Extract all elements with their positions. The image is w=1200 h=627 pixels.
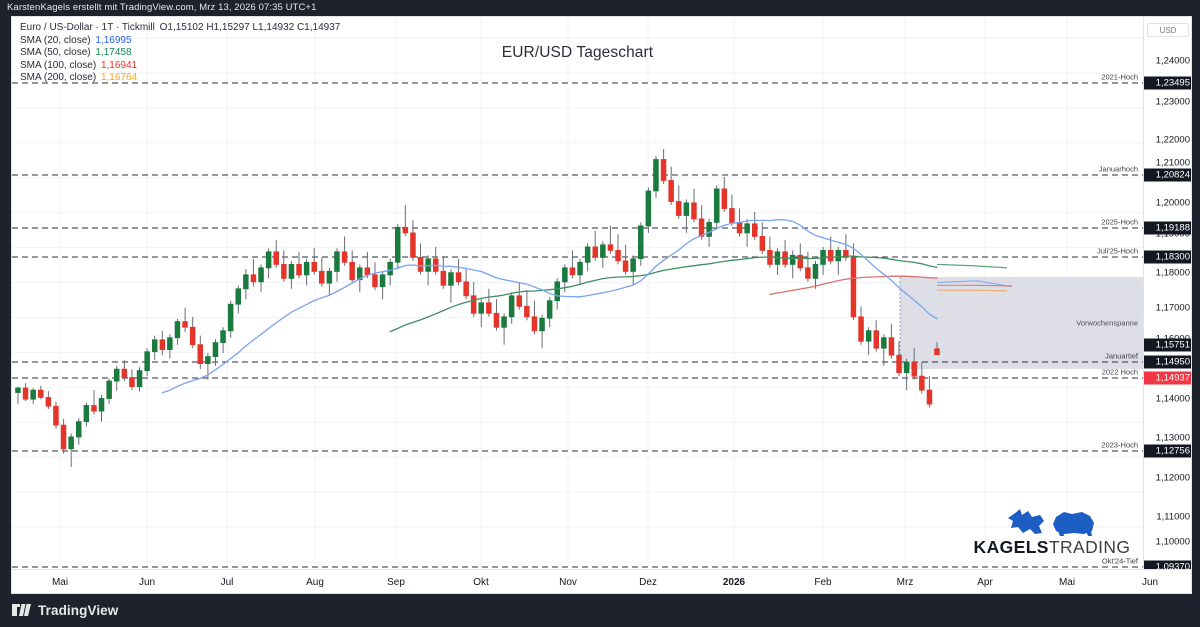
price-level-badge[interactable]: 1,23495 xyxy=(1144,76,1191,90)
price-tick: 1,14000 xyxy=(1155,393,1190,405)
price-level-badge[interactable]: 1,18300 xyxy=(1144,250,1191,264)
time-tick: Jul xyxy=(220,577,234,588)
watermark-brand-light: TRADING xyxy=(1048,537,1131,557)
chart-plot-area[interactable] xyxy=(12,17,1143,569)
time-tick: Aug xyxy=(306,577,324,588)
attribution-bar: KarstenKagels erstellt mit TradingView.c… xyxy=(0,0,1200,16)
time-tick: Sep xyxy=(387,577,405,588)
price-tick: 1,21000 xyxy=(1155,157,1190,169)
chart-container: Euro / US-Dollar · 1T · Tickmill O1,1510… xyxy=(11,16,1192,594)
legend-ohlc: O1,15102 H1,15297 L1,14932 C1,14937 xyxy=(159,22,341,33)
time-tick: Mrz xyxy=(896,577,914,588)
price-level-badge[interactable]: 1,12756 xyxy=(1144,444,1191,458)
legend-sma50-row[interactable]: SMA (50, close) 1,17458 xyxy=(20,47,340,60)
price-level-badge[interactable]: 1,14950 xyxy=(1144,355,1191,369)
price-tick: 1,23000 xyxy=(1155,96,1190,108)
price-level-badge[interactable]: 1,20824 xyxy=(1144,168,1191,182)
legend-sma100-label: SMA (100, close) xyxy=(20,59,97,71)
legend-sma50-label: SMA (50, close) xyxy=(20,47,91,59)
tradingview-logo-icon xyxy=(12,604,31,616)
time-tick: Dez xyxy=(639,577,657,588)
price-tick: 1,18000 xyxy=(1155,267,1190,279)
time-tick: Okt xyxy=(473,577,489,588)
legend-sma200-label: SMA (200, close) xyxy=(20,72,97,84)
tradingview-footer: TradingView xyxy=(0,594,1200,627)
level-label-januarhoch: Januarhoch xyxy=(1098,164,1138,174)
legend-instrument-row[interactable]: Euro / US-Dollar · 1T · Tickmill O1,1510… xyxy=(20,22,340,35)
legend-sma50-value: 1,17458 xyxy=(95,47,132,59)
legend-sma200-value: 1,16764 xyxy=(100,72,138,84)
level-label-2021-hoch: 2021-Hoch xyxy=(1101,72,1138,82)
legend-sma100-row[interactable]: SMA (100, close) 1,16941 xyxy=(20,60,340,73)
chart-legend: Euro / US-Dollar · 1T · Tickmill O1,1510… xyxy=(20,22,340,85)
tradingview-brand: TradingView xyxy=(38,603,119,618)
legend-sma20-label: SMA (20, close) xyxy=(20,34,91,46)
legend-instrument: Euro / US-Dollar · 1T · Tickmill xyxy=(20,22,155,33)
time-tick: 2026 xyxy=(722,577,746,588)
time-tick: Nov xyxy=(559,577,577,588)
level-label-2025-hoch: 2025-Hoch xyxy=(1101,217,1138,227)
watermark-brand-bold: KAGELS xyxy=(973,537,1049,557)
current-price-badge[interactable]: 1,14937 xyxy=(1144,371,1191,385)
legend-sma20-value: 1,16995 xyxy=(95,34,132,46)
level-label-2023-hoch: 2023-Hoch xyxy=(1101,440,1138,450)
price-tick: 1,24000 xyxy=(1155,55,1190,67)
legend-sma200-row[interactable]: SMA (200, close) 1,16764 xyxy=(20,72,340,85)
price-tick: 1,17000 xyxy=(1155,302,1190,314)
time-tick: Mai xyxy=(1058,577,1076,588)
price-tick: 1,13000 xyxy=(1155,432,1190,444)
currency-badge: USD xyxy=(1147,23,1189,37)
level-label-januartief: Januartief xyxy=(1105,351,1138,361)
time-tick: Jun xyxy=(138,577,156,588)
kagels-watermark: KAGELSTRADING xyxy=(957,507,1147,558)
level-label-2022-hoch: 2022 Hoch xyxy=(1101,367,1138,377)
price-tick: 1,12000 xyxy=(1155,472,1190,484)
time-axis[interactable]: Mai Jun Jul Aug Sep Okt Nov Dez 2026 Feb Mrz Apr Mai… xyxy=(12,569,1191,593)
bull-bear-icon xyxy=(1008,509,1094,536)
watermark-text: KAGELSTRADING xyxy=(957,537,1147,558)
legend-sma100-value: 1,16941 xyxy=(100,59,138,71)
time-tick: Feb xyxy=(814,577,832,588)
candlestick-svg xyxy=(12,17,1143,569)
chart-title: EUR/USD Tageschart xyxy=(501,44,654,61)
price-tick: 1,22000 xyxy=(1155,134,1190,146)
price-level-badge[interactable]: 1,15751 xyxy=(1144,338,1191,352)
level-label-juli25-hoch: Juli'25-Hoch xyxy=(1096,246,1138,256)
time-tick: Mai xyxy=(51,577,69,588)
legend-sma20-row[interactable]: SMA (20, close) 1,16995 xyxy=(20,35,340,48)
price-tick: 1,11000 xyxy=(1156,511,1190,523)
level-label-okt24-tief: Okt'24-Tief xyxy=(1101,556,1138,566)
price-axis[interactable]: USD 1,24000 1,23000 1,22000 1,21000 1,20000 1… xyxy=(1143,17,1191,574)
price-tick: 1,20000 xyxy=(1155,197,1190,209)
price-level-badge[interactable]: 1,19188 xyxy=(1144,221,1191,235)
time-tick: Apr xyxy=(977,577,993,588)
time-tick: Jun xyxy=(1141,577,1159,588)
price-tick: 1,10000 xyxy=(1155,536,1190,548)
range-box-label: Vorwochenspanne xyxy=(1076,318,1138,328)
